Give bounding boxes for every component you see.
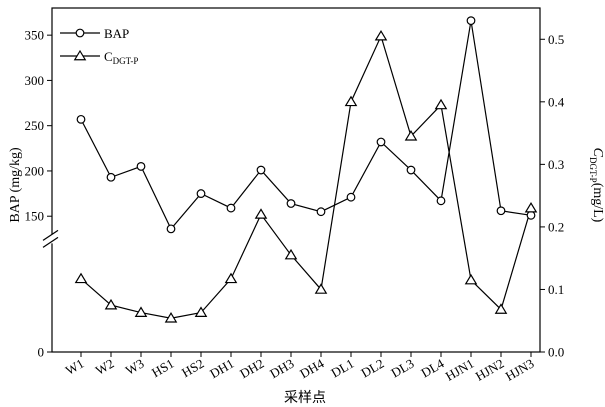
bap-point (466, 16, 476, 26)
x-axis-title: 采样点 (284, 390, 326, 406)
cdgt-point (164, 312, 178, 323)
left-tick-label: 350 (25, 28, 45, 43)
bap-point (106, 172, 116, 182)
bap-point (346, 192, 356, 202)
x-tick-label: DL1 (328, 356, 356, 381)
bap-point (196, 189, 206, 198)
bap-point (166, 224, 176, 234)
legend-cdgt-label: CDGT-P (104, 49, 138, 66)
left-tick-label: 200 (25, 163, 45, 178)
cdgt-point (524, 201, 538, 213)
left-tick-label: 250 (25, 118, 45, 133)
x-tick-label: HJN3 (503, 356, 537, 384)
x-tick-label: DH3 (267, 356, 296, 382)
series-layer (74, 16, 538, 323)
cdgt-point (344, 95, 358, 107)
cdgt-point (464, 273, 478, 285)
left-tick-label: 0 (38, 345, 45, 360)
x-tick-label: DH2 (237, 356, 266, 382)
x-tick-label: DL3 (388, 356, 416, 381)
right-tick-label: 0.4 (548, 94, 565, 109)
x-tick-label: DH4 (297, 355, 327, 381)
cdgt-point (494, 303, 508, 314)
axis-break-mark (42, 229, 59, 241)
cdgt-point (404, 130, 418, 141)
cdgt-point (134, 306, 148, 317)
axis-break-mark (42, 236, 59, 248)
plot-border (51, 7, 541, 353)
right-tick-label: 0.5 (548, 32, 564, 47)
x-tick-label: HJN2 (473, 356, 507, 384)
right-tick-label: 0.3 (548, 157, 564, 172)
axis-break-gap (44, 234, 58, 244)
right-tick-label: 0.2 (548, 219, 564, 234)
bap-point (136, 162, 146, 171)
bap-line (80, 20, 532, 230)
cdgt-point (284, 248, 298, 260)
bap-point (436, 196, 446, 206)
bap-point (226, 203, 236, 213)
cdgt-point (224, 272, 238, 284)
x-tick-label: DL4 (418, 355, 447, 380)
bap-point (526, 210, 536, 220)
left-tick-label: 150 (25, 209, 45, 224)
bap-point (496, 206, 506, 216)
x-tick-label: DL2 (358, 356, 386, 381)
bap-point (406, 165, 416, 175)
x-tick-label: HS1 (149, 356, 177, 381)
right-axis-title-suffix: (mg/L) (590, 183, 605, 223)
x-tick-label: HS2 (179, 356, 207, 381)
right-axis-title-base: C (590, 148, 605, 158)
right-axis-title-subscript: DGT-P (588, 157, 598, 183)
cdgt-point (314, 283, 328, 294)
x-axis: W1 W2 W3 HS1 HS2 DH1 DH2 DH3 DH4 DL1 DL2 DL3 DL4HJN1… (63, 352, 537, 384)
legend-bap-marker (75, 28, 85, 38)
left-axis: 0 150 200 250 300 350 (25, 28, 52, 360)
right-tick-label: 0.1 (548, 282, 564, 297)
right-tick-label: 0.0 (548, 345, 564, 360)
legend-bap-label: BAP (104, 26, 129, 41)
legend-cdgt-marker (73, 49, 87, 61)
cdgt-point (434, 98, 448, 110)
legend: BAP CDGT-P (60, 26, 138, 66)
cdgt-line (80, 34, 532, 319)
right-axis: 0.0 0.1 0.2 0.3 0.4 0.5 (540, 32, 565, 360)
left-tick-label: 300 (25, 73, 45, 88)
bap-point (376, 137, 386, 147)
cdgt-point (104, 298, 118, 310)
cdgt-point (74, 272, 88, 284)
cdgt-point (194, 306, 208, 317)
bap-point (76, 114, 86, 124)
right-axis-title: CDGT-P(mg/L) (588, 148, 605, 223)
bap-point (316, 207, 326, 217)
bap-point (256, 165, 266, 175)
x-tick-label: W1 (63, 356, 87, 378)
x-tick-label: DH1 (207, 356, 236, 382)
x-tick-label: W2 (93, 356, 117, 378)
bap-point (286, 199, 296, 208)
x-tick-label: W3 (123, 356, 147, 378)
cdgt-point (254, 208, 268, 219)
x-tick-label: HJN1 (443, 356, 477, 384)
cdgt-point (374, 29, 388, 41)
left-axis-title: BAP (mg/kg) (8, 147, 23, 223)
plot-frame (42, 7, 541, 353)
